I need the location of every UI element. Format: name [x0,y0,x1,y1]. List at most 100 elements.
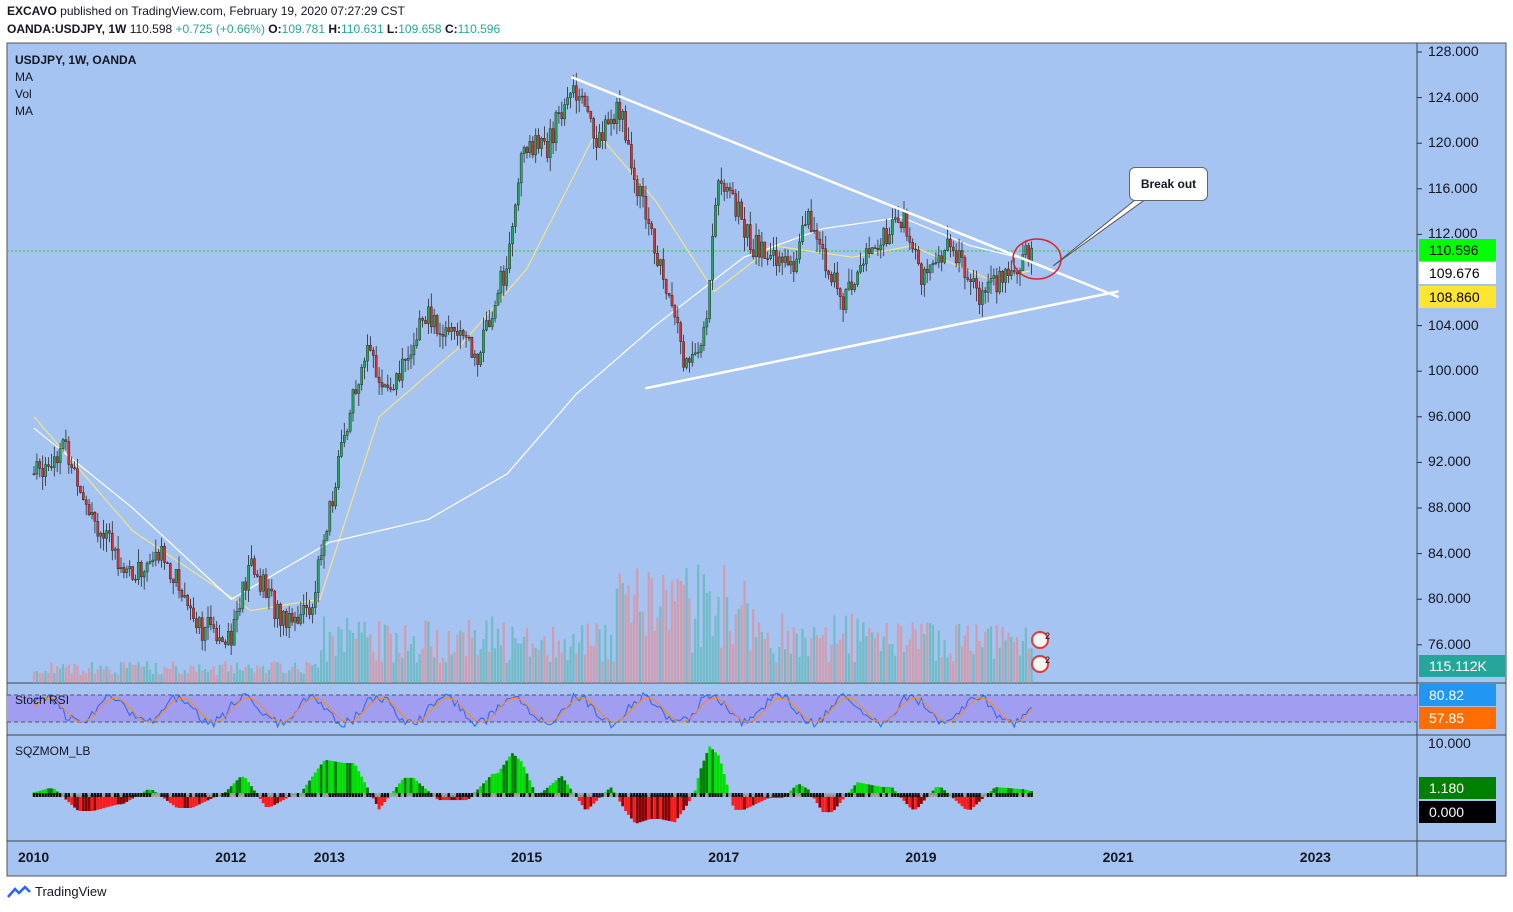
squeeze-dot [641,793,645,797]
volume-bar [291,666,294,683]
tradingview-logo-icon [7,884,31,898]
candle-body [746,224,749,238]
volume-bar [798,656,801,683]
squeeze-bar [174,795,178,808]
y-tick-label: 92.000 [1428,453,1471,470]
candle-body [369,345,372,351]
squeeze-bar [241,776,245,795]
volume-bar [389,633,392,683]
legend-stoch[interactable]: Stoch RSI [15,693,70,707]
squeeze-bar [908,795,912,808]
squeeze-dot [357,793,360,797]
candle-body [1012,270,1016,273]
squeeze-dot [775,793,778,797]
candle-body [543,137,546,142]
volume-bar [293,662,297,683]
squeeze-dot [630,793,633,797]
squeeze-bar [676,795,680,819]
squeeze-dot [401,793,404,797]
squeeze-dot [647,793,650,797]
volume-bar [235,662,239,683]
legend-ma2[interactable]: MA [15,104,33,118]
squeeze-bar [366,787,369,795]
candle-body [595,138,598,148]
squeeze-dot [496,793,500,797]
volume-bar [969,650,972,683]
volume-bar [221,664,224,683]
candle-body [548,128,552,158]
squeeze-bar [824,795,828,813]
candle-body [838,288,842,297]
volume-bar [737,608,740,683]
squeeze-dot [514,793,517,797]
volume-bar [560,652,563,683]
squeeze-bar [105,795,108,808]
volume-bar [67,664,70,683]
volume-bar [810,638,813,683]
legend-ma1[interactable]: MA [15,70,33,84]
squeeze-bar [261,795,265,804]
candle-body [917,249,920,265]
x-tick-label: 2012 [215,849,247,865]
volume-bar [789,653,792,683]
squeeze-bar [531,787,535,795]
squeeze-dot [270,793,273,797]
volume-bar [763,639,766,683]
volume-bar [868,628,871,683]
squeeze-dot [998,793,1001,797]
squeeze-bar [67,795,71,803]
squeeze-dot [760,793,764,797]
publisher-name[interactable]: EXCAVO [7,4,57,18]
squeeze-dot [122,793,126,797]
squeeze-dot [377,793,381,797]
volume-bar [540,640,543,683]
volume-bar [760,631,763,683]
candle-body [560,112,564,120]
volume-bar [479,649,482,683]
candle-body [1004,268,1007,283]
squeeze-bar [644,795,648,821]
volume-bar [769,648,772,683]
candle-body [731,190,735,194]
volume-bar [897,623,900,683]
volume-bar [288,670,291,683]
footer-brand-text: TradingView [35,884,107,899]
squeeze-bar [305,784,308,795]
candle-body [377,376,381,383]
candle-body [633,167,636,180]
squeeze-dot [143,793,146,797]
volume-bar [340,629,343,683]
volume-bar [618,573,621,683]
squeeze-dot [389,793,392,797]
volume-bar [1013,642,1016,683]
volume-bar [494,648,497,683]
squeeze-bar [490,773,494,795]
legend-sqz[interactable]: SQZMOM_LB [15,744,91,758]
legend-vol[interactable]: Vol [15,87,32,101]
candle-body [64,439,68,442]
candle-body [319,555,323,561]
squeeze-bar [545,787,549,795]
squeeze-dot [989,793,993,797]
squeeze-dot [824,793,827,797]
candle-body [981,290,984,305]
candle-body [435,315,439,334]
squeeze-bar [583,795,587,810]
volume-bar [873,637,877,683]
candle-body [995,275,999,293]
candle-body [108,530,111,534]
event-icon[interactable] [1031,631,1049,649]
flag-icon[interactable] [1031,655,1049,673]
candle-body [145,562,149,573]
squeeze-dot [665,793,668,797]
candle-body [1015,271,1019,275]
trendlines[interactable] [570,75,1120,390]
squeeze-dot [1015,793,1019,797]
footer-brand[interactable]: TradingView [7,884,107,899]
candle-body [302,605,306,615]
candle-body [627,139,630,145]
squeeze-dot [360,793,363,797]
breakout-callout[interactable]: Break out [1129,167,1208,201]
squeeze-dot [772,793,775,797]
